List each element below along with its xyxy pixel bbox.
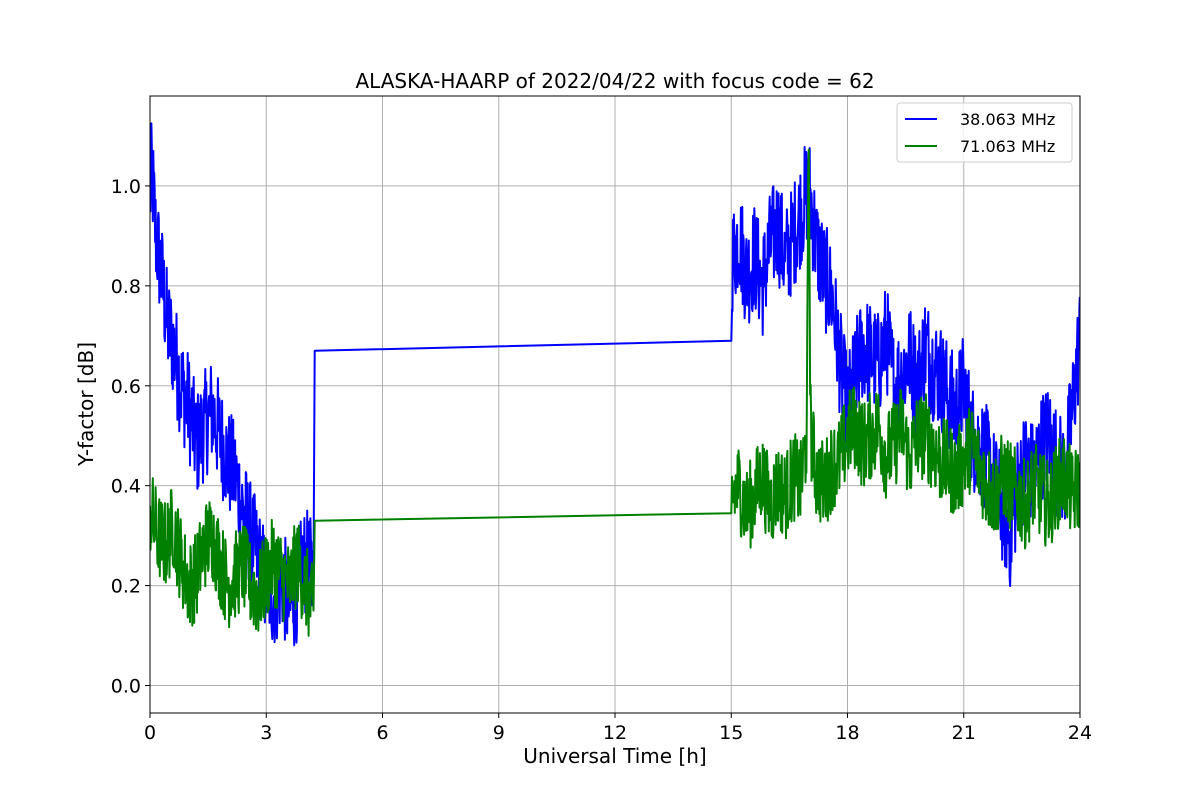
series-layer <box>150 122 1080 647</box>
legend-box <box>896 102 1073 163</box>
y-tick-label: 1.0 <box>111 176 141 198</box>
y-tick-label: 0.0 <box>111 676 141 698</box>
x-axis-label: Universal Time [h] <box>523 744 706 768</box>
x-tick-label: 18 <box>835 722 859 744</box>
legend: 38.063 MHz 71.063 MHz <box>896 102 1073 163</box>
x-tick-label: 6 <box>376 722 388 744</box>
y-tick-label: 0.6 <box>111 376 141 398</box>
chart-title: ALASKA-HAARP of 2022/04/22 with focus co… <box>355 69 874 93</box>
x-tick-label: 24 <box>1068 722 1092 744</box>
y-tick-label: 0.4 <box>111 476 141 498</box>
x-tick-label: 9 <box>493 722 505 744</box>
y-axis-label: Y-factor [dB] <box>74 342 98 467</box>
series-line-71-mhz <box>150 148 1080 637</box>
y-tick-label: 0.2 <box>111 576 141 598</box>
x-tick-label: 3 <box>260 722 272 744</box>
x-axis: 0 3 6 9 12 15 18 21 24 <box>144 713 1092 744</box>
x-tick-label: 21 <box>952 722 976 744</box>
x-tick-label: 12 <box>603 722 627 744</box>
x-tick-label: 0 <box>144 722 156 744</box>
legend-label-38-mhz: 38.063 MHz <box>960 110 1055 129</box>
y-tick-label: 0.8 <box>111 276 141 298</box>
legend-label-71-mhz: 71.063 MHz <box>960 137 1055 156</box>
y-axis: 0.0 0.2 0.4 0.6 0.8 1.0 <box>111 176 150 698</box>
x-tick-label: 15 <box>719 722 743 744</box>
